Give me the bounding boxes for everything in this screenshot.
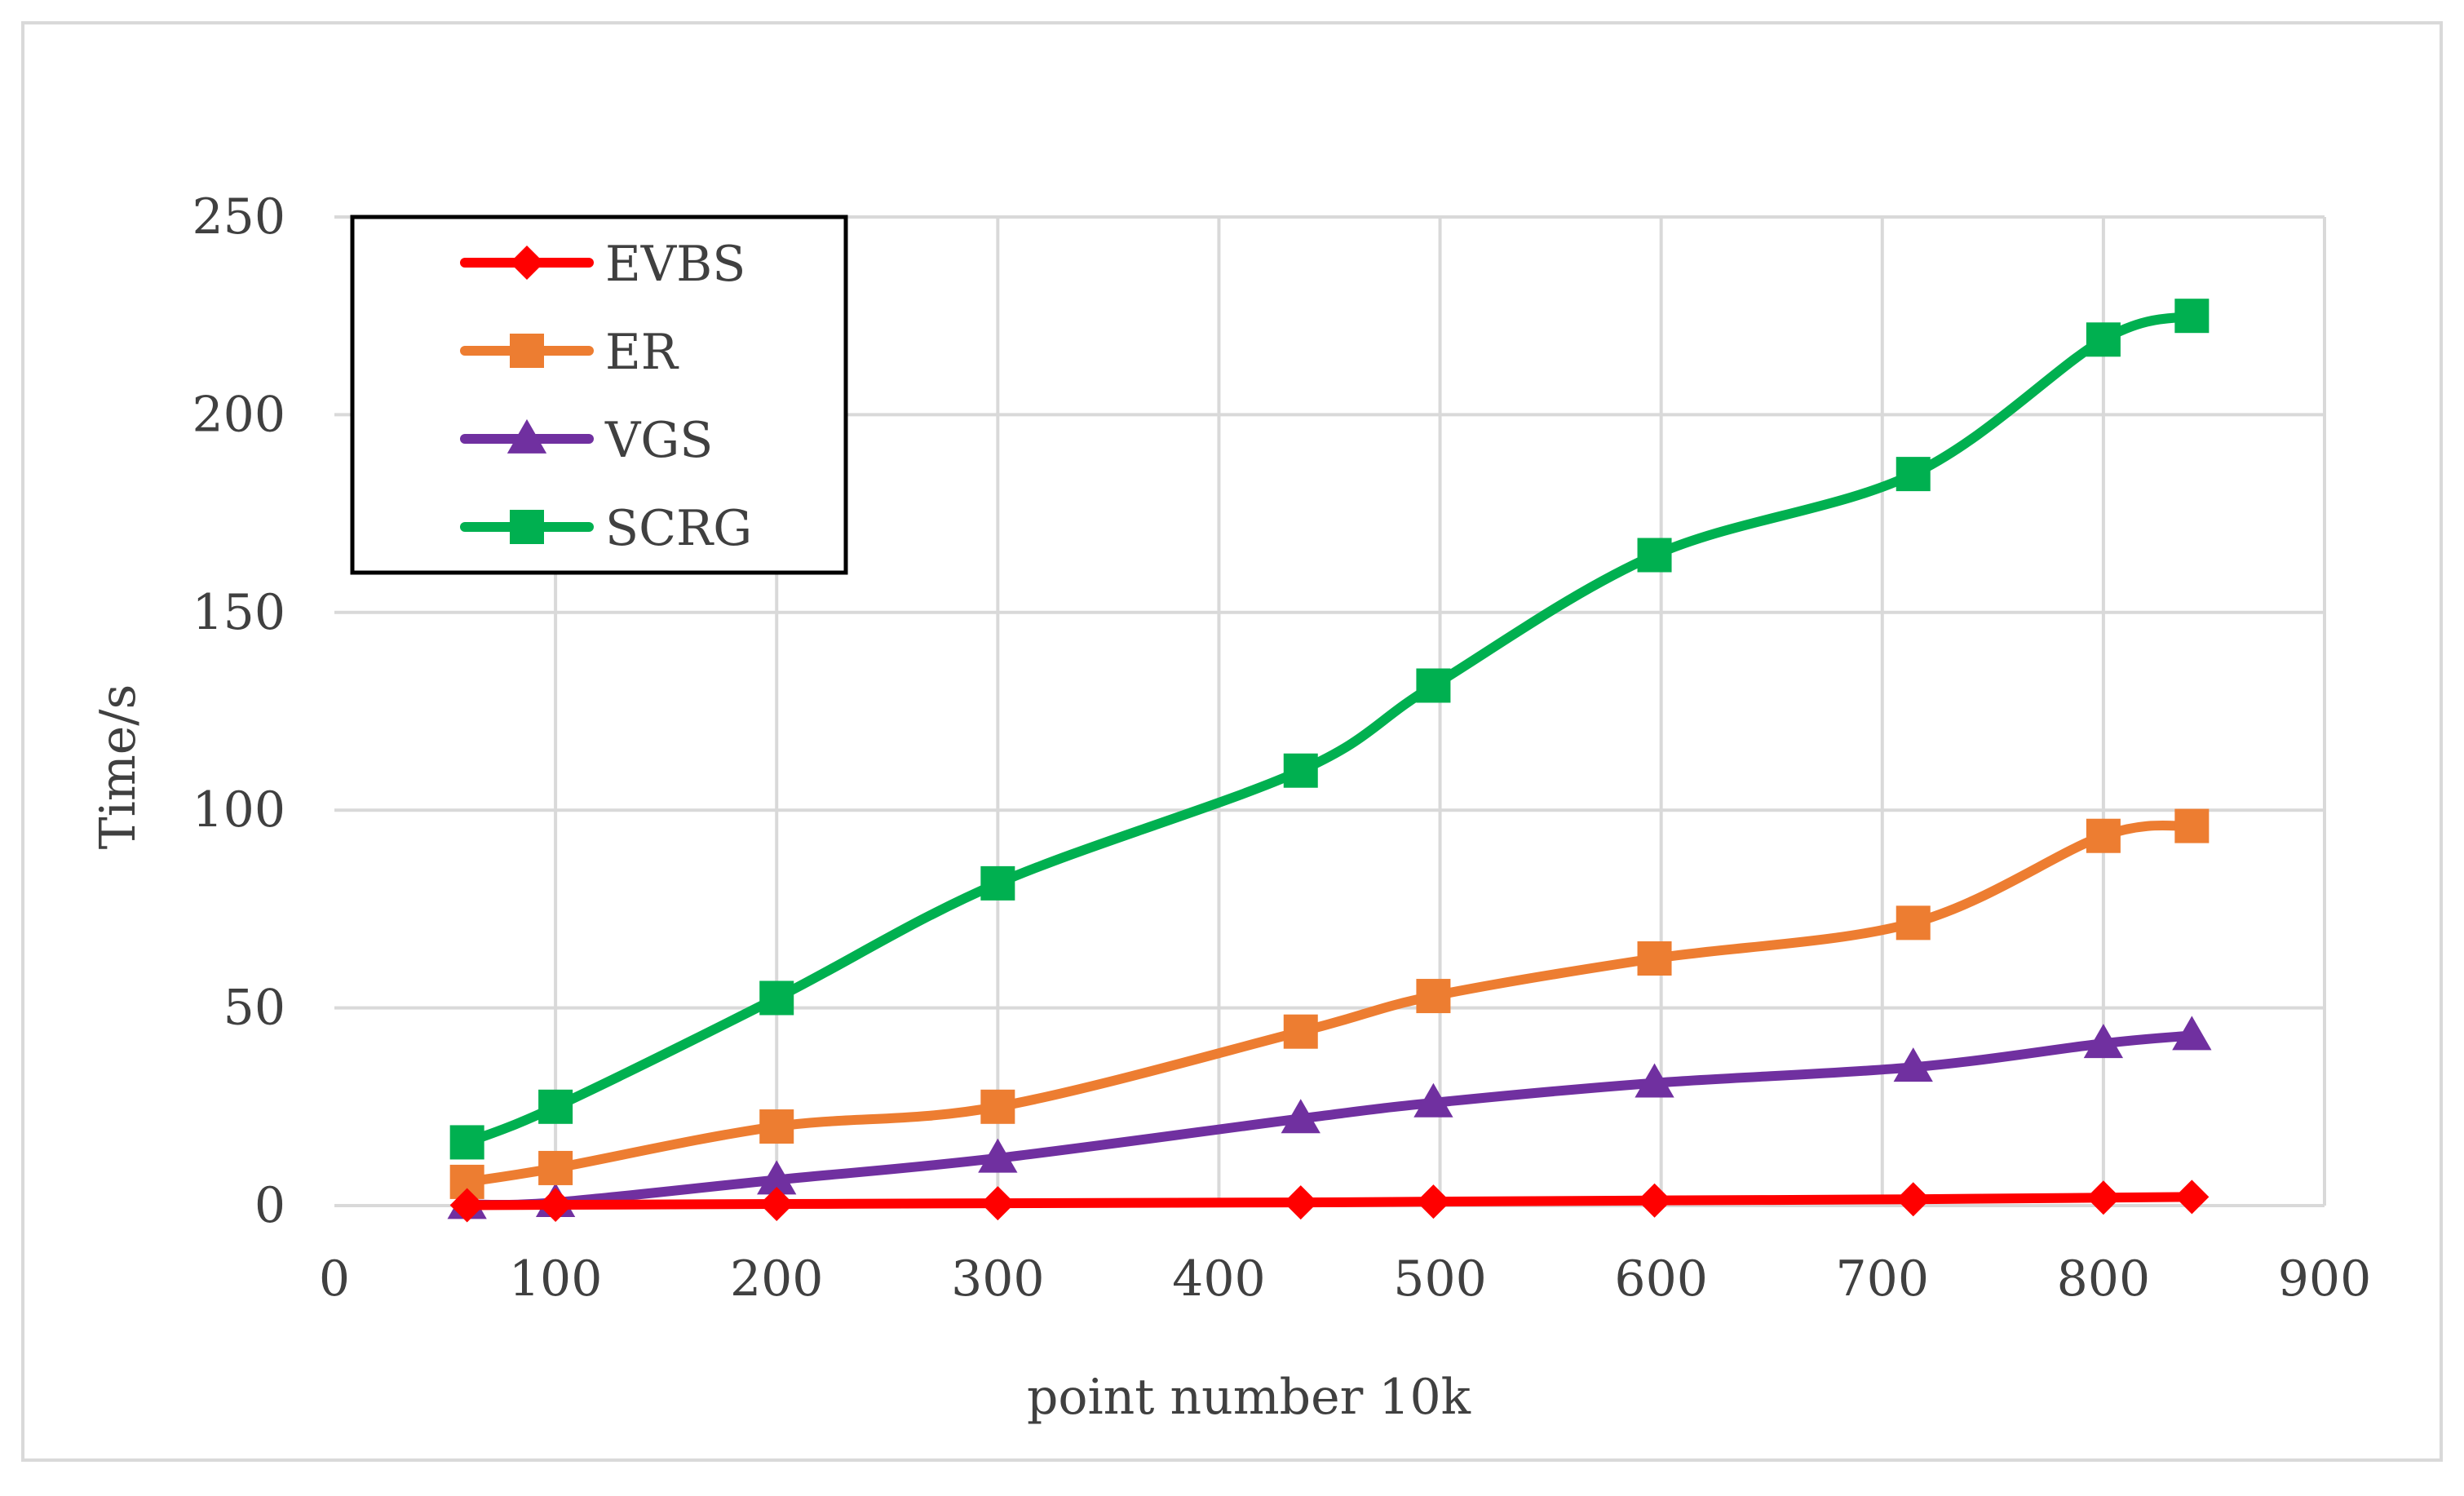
data-point-er — [1896, 905, 1931, 941]
series-line-vgs — [462, 1030, 2197, 1211]
data-point-er — [1637, 941, 1672, 976]
series-line-evbs — [462, 1192, 2197, 1211]
data-point-evbs — [538, 1188, 573, 1223]
legend-label-evbs: EVBS — [605, 236, 745, 293]
series-evbs — [449, 1180, 2210, 1223]
x-tick-label: 200 — [730, 1250, 824, 1308]
data-point-er — [1283, 1014, 1318, 1049]
data-point-scrg — [1283, 753, 1318, 788]
legend-label-vgs: VGS — [604, 412, 713, 469]
legend-marker-er — [510, 334, 544, 368]
data-point-scrg — [538, 1089, 573, 1124]
series-line-er — [462, 820, 2197, 1187]
data-point-vgs — [757, 1160, 797, 1195]
data-point-vgs — [2172, 1016, 2212, 1051]
x-tick-label: 800 — [2057, 1250, 2151, 1308]
legend-label-scrg: SCRG — [605, 500, 752, 557]
data-point-er — [2086, 818, 2121, 853]
y-axis-label: Time/s — [90, 684, 147, 850]
data-point-er — [759, 1109, 794, 1144]
data-point-evbs — [2174, 1180, 2210, 1215]
x-tick-label: 300 — [951, 1250, 1045, 1308]
legend: EVBS ER VGS SCRG — [350, 215, 848, 575]
data-point-scrg — [980, 865, 1015, 901]
data-point-er — [2174, 808, 2210, 843]
data-point-vgs — [2083, 1024, 2124, 1059]
data-point-scrg — [2086, 322, 2121, 357]
x-tick-label: 100 — [509, 1250, 603, 1308]
data-point-vgs — [978, 1138, 1018, 1173]
data-point-evbs — [1637, 1183, 1672, 1218]
data-point-er — [1416, 979, 1451, 1014]
series — [447, 299, 2212, 1223]
data-point-evbs — [1416, 1184, 1451, 1219]
x-axis-label: point number 10k — [1027, 1369, 1471, 1426]
data-point-scrg — [1416, 668, 1451, 703]
data-point-evbs — [2086, 1180, 2121, 1215]
data-point-evbs — [1896, 1182, 1931, 1217]
x-tick-label: 700 — [1836, 1250, 1930, 1308]
series-er — [449, 808, 2210, 1199]
data-point-scrg — [1637, 538, 1672, 573]
legend-marker-vgs — [507, 418, 547, 454]
data-point-scrg — [2174, 299, 2210, 334]
data-point-scrg — [449, 1125, 484, 1160]
data-point-evbs — [1283, 1185, 1318, 1220]
y-tick-label: 100 — [192, 781, 285, 839]
legend-box — [350, 215, 848, 575]
data-point-evbs — [759, 1187, 794, 1222]
x-tick-label: 900 — [2278, 1250, 2372, 1308]
x-tick-label: 400 — [1172, 1250, 1266, 1308]
data-point-er — [980, 1089, 1015, 1124]
legend-marker-evbs — [510, 246, 544, 280]
x-tick-label: 500 — [1393, 1250, 1487, 1308]
legend-label-er: ER — [605, 324, 679, 381]
data-point-scrg — [1896, 457, 1931, 492]
y-tick-label: 150 — [192, 584, 285, 641]
y-tick-label: 250 — [192, 188, 285, 246]
data-point-evbs — [449, 1188, 484, 1223]
y-tick-label: 50 — [223, 980, 285, 1037]
data-point-evbs — [980, 1186, 1015, 1221]
data-point-er — [538, 1150, 573, 1185]
series-line-scrg — [462, 311, 2197, 1148]
tick-labels: 0 100 200 300 400 500 600 700 800 900 0 50 100 150 200… — [192, 188, 2371, 1308]
data-point-vgs — [1893, 1047, 1933, 1082]
y-tick-label: 200 — [192, 386, 285, 443]
data-point-vgs — [1635, 1063, 1674, 1098]
data-point-vgs — [1413, 1082, 1453, 1118]
series-scrg — [449, 299, 2210, 1160]
data-point-scrg — [759, 980, 794, 1016]
x-tick-label: 600 — [1614, 1250, 1708, 1308]
legend-marker-scrg — [510, 510, 544, 544]
x-tick-label: 0 — [319, 1250, 350, 1308]
y-tick-label: 0 — [254, 1177, 285, 1234]
data-point-vgs — [1281, 1099, 1320, 1134]
